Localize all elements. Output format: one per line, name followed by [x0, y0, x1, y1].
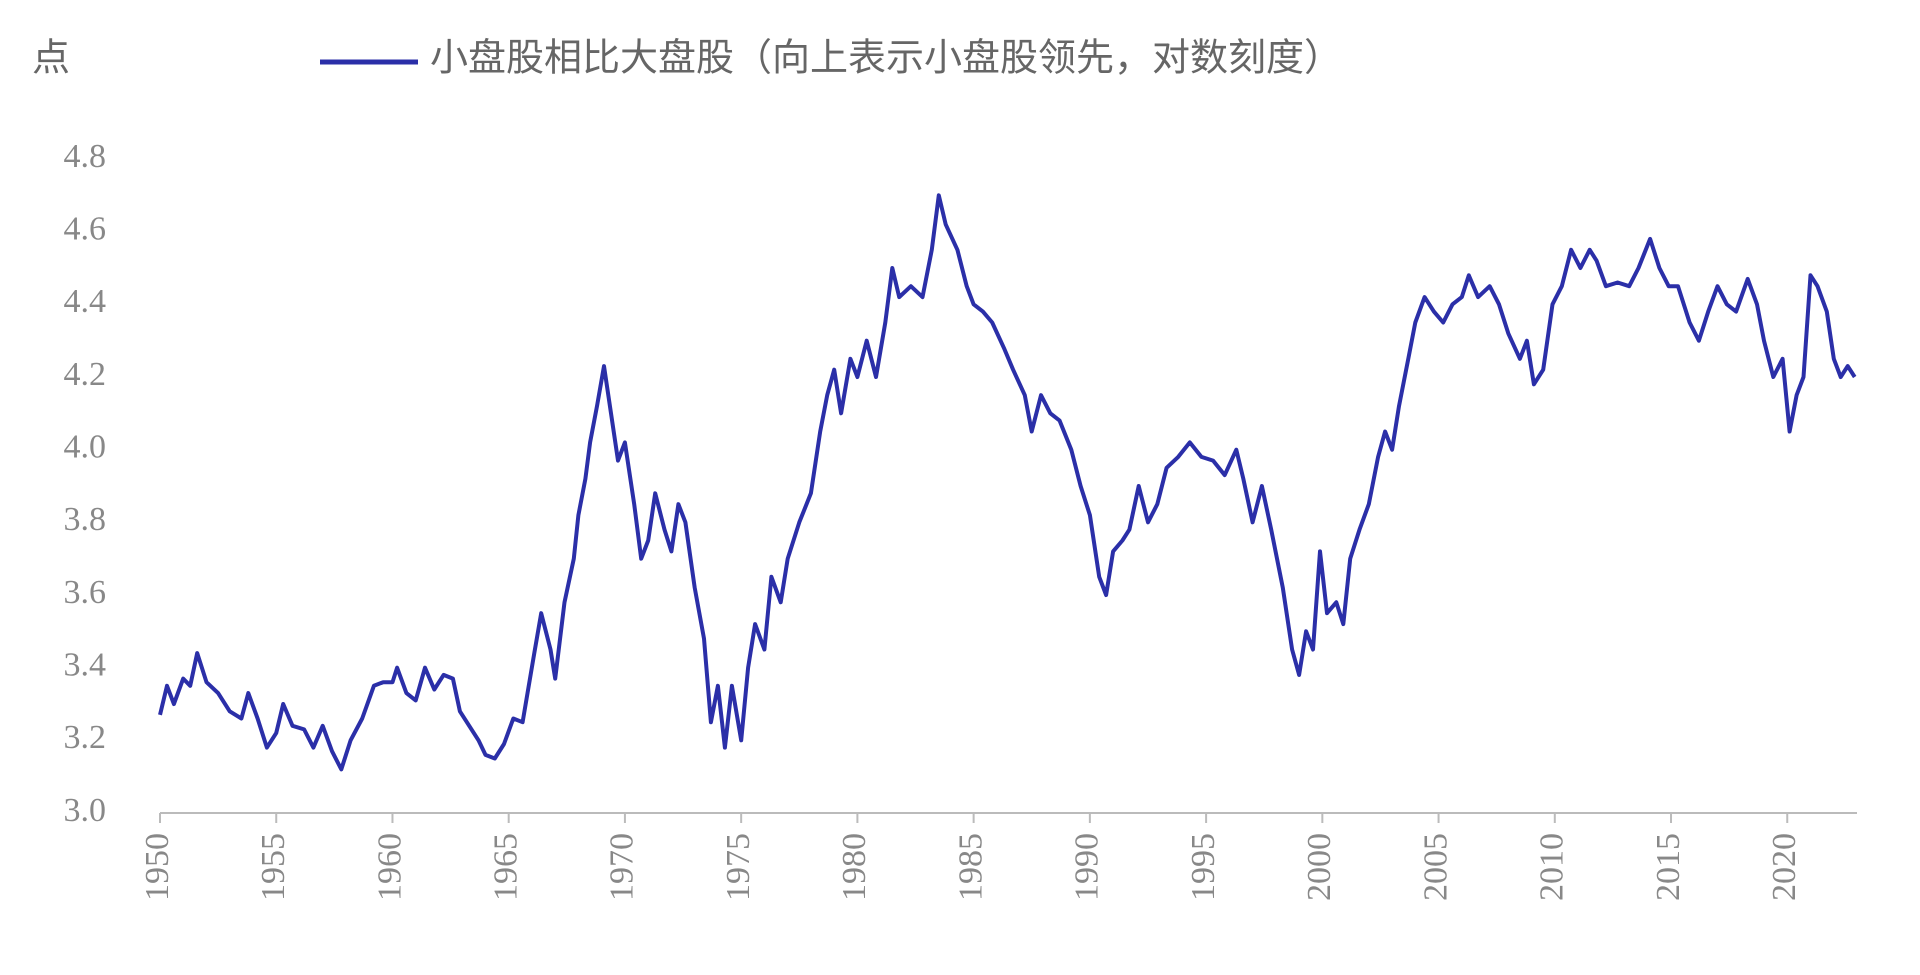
- x-tick-label: 1975: [720, 833, 757, 901]
- x-tick-label: 1950: [139, 833, 176, 901]
- x-tick-label: 1995: [1185, 833, 1222, 901]
- y-tick-label: 4.6: [64, 210, 107, 247]
- y-tick-label: 4.8: [64, 138, 107, 175]
- y-tick-label: 4.0: [64, 428, 107, 465]
- y-tick-label: 3.2: [64, 719, 107, 756]
- series-line: [158, 193, 1857, 772]
- unit-label: 点: [32, 38, 70, 80]
- y-tick-label: 3.4: [64, 646, 107, 683]
- x-tick-label: 1980: [836, 833, 873, 901]
- x-tick-label: 2020: [1766, 833, 1803, 901]
- legend-label: 小盘股相比大盘股（向上表示小盘股领先，对数刻度）: [430, 38, 1342, 80]
- x-tick-label: 1985: [952, 833, 989, 901]
- x-tick-label: 1990: [1069, 833, 1106, 901]
- x-tick-label: 1970: [604, 833, 641, 901]
- x-tick-label: 1960: [371, 833, 408, 901]
- x-tick-label: 2010: [1534, 833, 1571, 901]
- y-tick-label: 3.6: [64, 574, 107, 611]
- x-tick-label: 2005: [1417, 833, 1454, 901]
- x-tick-label: 1965: [487, 833, 524, 901]
- y-tick-label: 4.4: [64, 283, 107, 320]
- y-tick-label: 3.0: [64, 792, 107, 829]
- x-tick-label: 1955: [255, 833, 292, 901]
- y-tick-label: 4.2: [64, 356, 107, 393]
- x-tick-label: 2015: [1650, 833, 1687, 901]
- x-tick-label: 2000: [1301, 833, 1338, 901]
- y-tick-label: 3.8: [64, 501, 107, 538]
